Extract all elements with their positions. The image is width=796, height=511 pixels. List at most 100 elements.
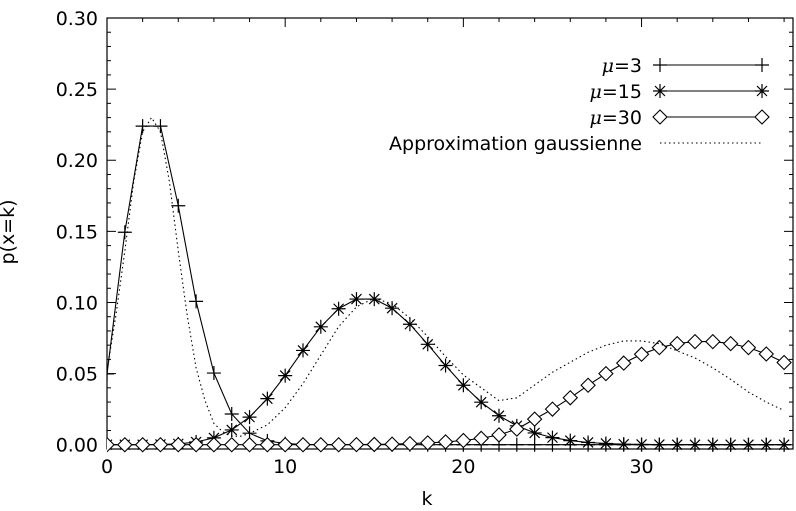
- data-point-plus: [117, 225, 132, 240]
- data-point-asterisk: [278, 368, 293, 383]
- data-point-plus: [135, 119, 150, 134]
- legend-mu-symbol: μ: [602, 55, 614, 77]
- data-point-diamond: [615, 355, 632, 371]
- legend-label-3: Approximation gaussienne: [389, 133, 642, 155]
- data-point-diamond: [348, 436, 365, 453]
- y-tick-label: 0.10: [56, 292, 98, 314]
- data-point-diamond: [206, 436, 222, 453]
- data-point-diamond: [384, 436, 400, 452]
- legend: μ=3 μ=15 μ =30 Approximation gaussienne: [389, 55, 770, 155]
- data-point-diamond: [152, 436, 169, 453]
- legend-marker-asterisk: [755, 84, 769, 98]
- data-point-diamond: [526, 411, 543, 427]
- data-point-diamond: [580, 377, 596, 394]
- data-point-asterisk: [224, 422, 239, 437]
- data-point-asterisk: [313, 319, 328, 334]
- data-point-diamond: [740, 339, 757, 356]
- data-point-asterisk: [492, 408, 506, 423]
- tick-labels: 0 10 20 30 0.00 0.05 0.10 0.15 0.20 0.25 0.30: [56, 8, 654, 478]
- data-point-asterisk: [652, 437, 667, 452]
- data-point-asterisk: [563, 433, 578, 448]
- data-point-asterisk: [420, 337, 435, 352]
- series-3: [107, 116, 785, 437]
- data-point-diamond: [259, 436, 276, 453]
- legend-marker-asterisk: [653, 84, 667, 98]
- data-point-diamond: [241, 436, 258, 453]
- y-tick-label: 0.00: [56, 435, 98, 457]
- legend-label-0: μ=3: [602, 55, 642, 77]
- data-point-diamond: [544, 401, 561, 417]
- series-layer: [107, 116, 792, 453]
- data-point-diamond: [402, 435, 418, 452]
- data-point-asterisk: [705, 437, 720, 452]
- data-point-diamond: [223, 436, 240, 453]
- data-point-diamond: [277, 436, 293, 453]
- legend-marker-plus: [755, 58, 769, 72]
- series-0: [107, 119, 792, 452]
- data-point-asterisk: [402, 317, 417, 332]
- data-point-diamond: [170, 436, 187, 453]
- data-point-asterisk: [474, 395, 489, 410]
- data-point-plus: [171, 198, 186, 213]
- data-point-asterisk: [634, 437, 649, 452]
- y-tick-label: 0.25: [56, 79, 98, 101]
- data-point-diamond: [687, 333, 703, 350]
- data-point-diamond: [107, 436, 115, 453]
- y-tick-label: 0.15: [56, 221, 98, 243]
- x-tick-label: 20: [451, 456, 475, 478]
- data-point-asterisk: [670, 437, 685, 452]
- data-point-diamond: [651, 339, 668, 356]
- series-1: [107, 292, 792, 452]
- legend-value: =30: [602, 107, 642, 129]
- data-point-asterisk: [545, 430, 560, 445]
- data-point-diamond: [633, 346, 650, 363]
- data-point-asterisk: [759, 437, 774, 452]
- data-point-diamond: [455, 432, 472, 449]
- data-point-plus: [527, 437, 542, 452]
- series-line: [107, 125, 785, 446]
- data-point-diamond: [366, 436, 383, 453]
- plot-frame: [106, 17, 794, 450]
- legend-label-1: μ=15: [590, 81, 642, 103]
- data-point-diamond: [758, 346, 775, 362]
- data-point-asterisk: [260, 391, 275, 406]
- y-axis-title: p(x=k): [0, 199, 19, 264]
- data-point-asterisk: [385, 301, 400, 316]
- y-tick-label: 0.20: [56, 150, 98, 172]
- y-tick-label: 0.30: [56, 8, 98, 30]
- data-point-asterisk: [296, 343, 310, 358]
- data-point-asterisk: [527, 425, 542, 440]
- legend-marker-diamond: [652, 109, 668, 125]
- series-2: [107, 333, 792, 453]
- data-point-asterisk: [367, 292, 382, 307]
- legend-marker-plus: [653, 58, 667, 72]
- data-point-diamond: [669, 335, 685, 352]
- data-point-asterisk: [581, 435, 596, 450]
- data-point-diamond: [598, 365, 614, 382]
- data-point-diamond: [117, 436, 133, 453]
- series-line: [107, 116, 785, 437]
- data-point-asterisk: [438, 358, 453, 373]
- data-point-plus: [153, 119, 168, 134]
- data-point-asterisk: [242, 410, 257, 425]
- data-point-diamond: [330, 436, 347, 453]
- data-point-diamond: [776, 354, 792, 371]
- data-point-plus: [224, 407, 239, 422]
- data-point-diamond: [313, 436, 329, 453]
- data-point-diamond: [295, 436, 311, 453]
- data-point-asterisk: [741, 437, 756, 452]
- x-tick-label: 0: [101, 456, 113, 478]
- series-line: [107, 341, 785, 446]
- data-point-asterisk: [598, 436, 613, 451]
- data-point-plus: [206, 366, 221, 381]
- data-point-diamond: [134, 436, 151, 453]
- x-tick-label: 30: [629, 456, 653, 478]
- data-point-diamond: [705, 333, 721, 350]
- data-point-diamond: [437, 434, 454, 450]
- data-point-diamond: [473, 430, 489, 447]
- data-point-asterisk: [688, 437, 702, 452]
- data-point-asterisk: [723, 437, 738, 452]
- data-point-diamond: [491, 427, 507, 443]
- data-point-plus: [189, 294, 204, 309]
